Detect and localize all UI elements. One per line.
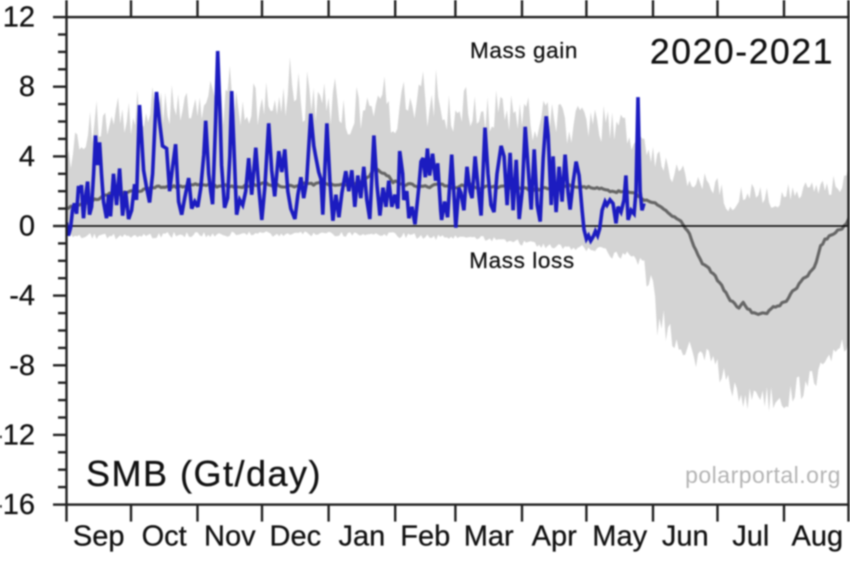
svg-text:Jan: Jan xyxy=(339,521,386,553)
svg-text:12: 12 xyxy=(3,2,35,34)
svg-text:Jul: Jul xyxy=(732,521,769,553)
svg-text:Nov: Nov xyxy=(204,521,256,553)
svg-text:May: May xyxy=(592,521,647,553)
svg-text:Aug: Aug xyxy=(791,521,843,553)
svg-text:Mar: Mar xyxy=(464,521,514,553)
svg-text:-16: -16 xyxy=(0,489,35,521)
svg-text:Sep: Sep xyxy=(73,521,125,553)
svg-text:SMB (Gt/day): SMB (Gt/day) xyxy=(86,453,322,494)
svg-text:-4: -4 xyxy=(9,280,35,312)
svg-text:4: 4 xyxy=(19,141,35,173)
svg-text:Dec: Dec xyxy=(270,521,322,553)
svg-text:Apr: Apr xyxy=(532,521,577,553)
svg-text:-8: -8 xyxy=(9,350,35,382)
svg-text:Mass loss: Mass loss xyxy=(469,248,574,273)
svg-text:8: 8 xyxy=(19,71,35,103)
svg-text:-12: -12 xyxy=(0,419,35,451)
svg-text:2020-2021: 2020-2021 xyxy=(650,32,834,72)
svg-text:Oct: Oct xyxy=(142,521,187,553)
svg-text:Mass gain: Mass gain xyxy=(470,38,578,63)
svg-text:Feb: Feb xyxy=(400,521,450,553)
svg-text:0: 0 xyxy=(19,211,35,243)
svg-text:polarportal.org: polarportal.org xyxy=(685,462,841,488)
svg-text:Jun: Jun xyxy=(662,521,709,553)
